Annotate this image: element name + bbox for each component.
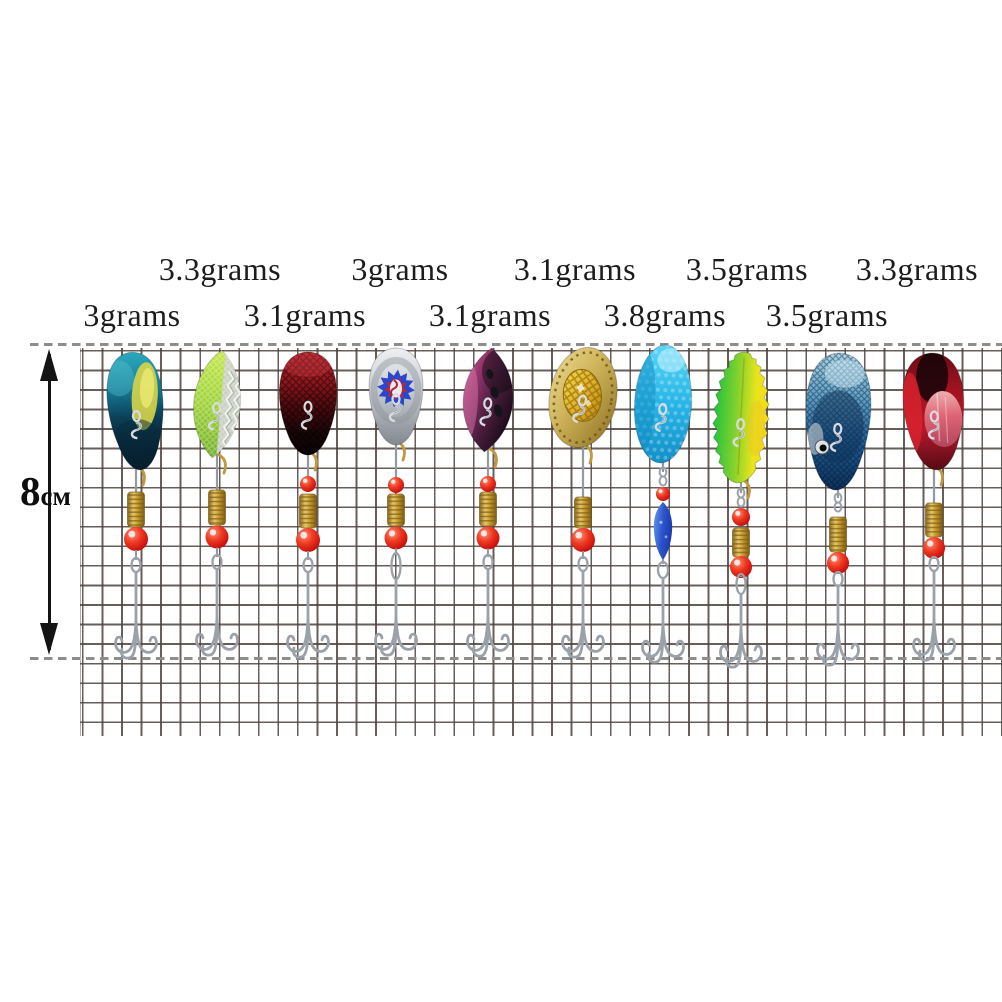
weight-label: 3.5grams <box>685 251 809 287</box>
lure-5 <box>459 347 517 658</box>
lure-7 <box>631 343 695 664</box>
lure-1 <box>104 351 164 660</box>
lure-8 <box>712 351 770 669</box>
weight-label: 3.5grams <box>765 297 889 333</box>
weight-label: 3grams <box>83 297 181 333</box>
lure-9 <box>803 351 873 667</box>
measure-dash-bottom <box>30 657 1002 660</box>
measure-arrow-head-up <box>40 349 58 381</box>
lure-4 <box>368 347 424 657</box>
lure-2 <box>189 348 245 657</box>
size-label: 8см <box>20 468 71 514</box>
weight-label: 3.3grams <box>158 251 282 287</box>
weight-label: 3.3grams <box>855 251 979 287</box>
measure-dash-top <box>30 343 1002 346</box>
weight-label: 3.8grams <box>603 297 727 333</box>
weight-label: 3grams <box>351 251 449 287</box>
measure-arrow <box>48 354 51 650</box>
lure-10 <box>901 351 965 662</box>
weight-label: 3.1grams <box>513 251 637 287</box>
lure-6 <box>548 346 618 659</box>
measure-arrow-head-down <box>40 623 58 655</box>
weight-label: 3.1grams <box>243 297 367 333</box>
lure-3 <box>278 351 338 659</box>
weight-label: 3.1grams <box>428 297 552 333</box>
